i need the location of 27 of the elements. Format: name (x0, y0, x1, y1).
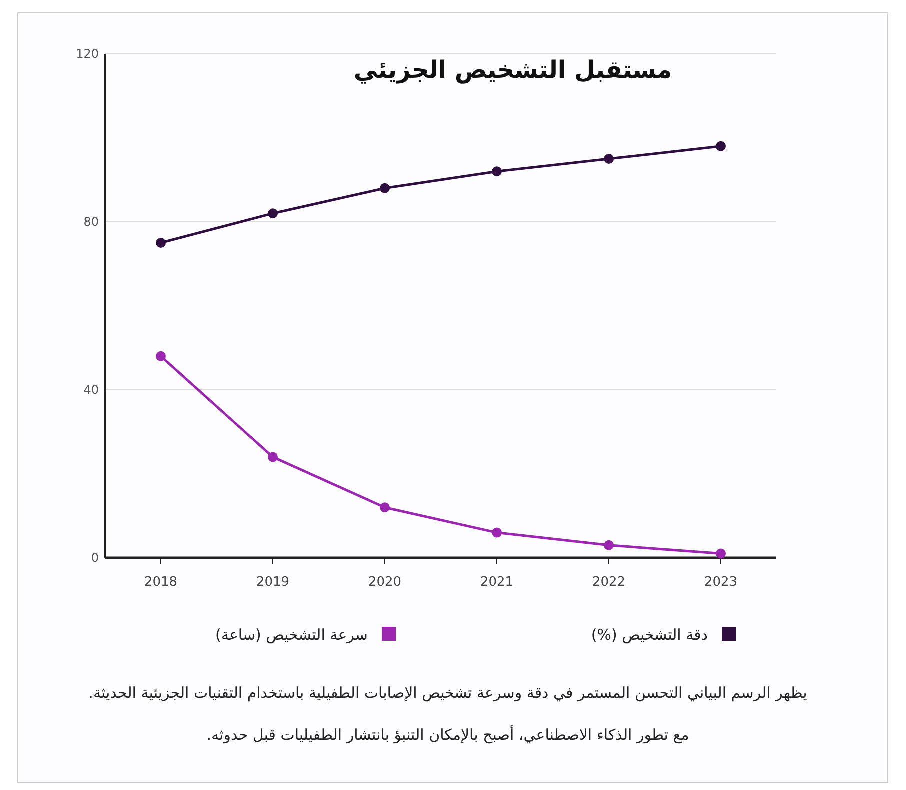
legend-label: دقة التشخيص (%) (591, 626, 708, 644)
point (716, 548, 726, 559)
point (492, 528, 502, 538)
x-tick-label: 2018 (144, 575, 178, 590)
legend-label: سرعة التشخيص (ساعة) (216, 626, 368, 644)
point (492, 166, 502, 177)
point (268, 208, 278, 219)
point (716, 141, 726, 152)
y-tick-label: 80 (84, 215, 99, 229)
x-tick-label: 2022 (592, 575, 626, 590)
y-tick-label: 0 (91, 551, 99, 565)
text: يظهر الرسم البياني التحسن المستمر في دقة وسرعة تشخيص الإصابات الطفيلية باستخدام التقنيات الجزيئية الحديثة. (88, 684, 808, 702)
point (380, 502, 390, 513)
x-tick-label: 2019 (256, 575, 290, 590)
x-tick-label: 2023 (704, 575, 738, 590)
point (156, 238, 166, 248)
text: مع تطور الذكاء الاصطناعي، أصبح بالإمكان التنبؤ بانتشار الطفيليات قبل حدوثه. (206, 725, 690, 744)
y-tick-label: 40 (84, 383, 99, 397)
point (156, 351, 166, 362)
point (604, 154, 614, 164)
point (268, 452, 278, 462)
x-tick-label: 2020 (368, 575, 402, 590)
x-tick-label: 2021 (480, 575, 514, 590)
point (604, 540, 614, 550)
y-tick-label: 120 (76, 47, 99, 61)
chart-title: مستقبل التشخيص الجزيئي (354, 56, 672, 84)
point (380, 183, 390, 194)
